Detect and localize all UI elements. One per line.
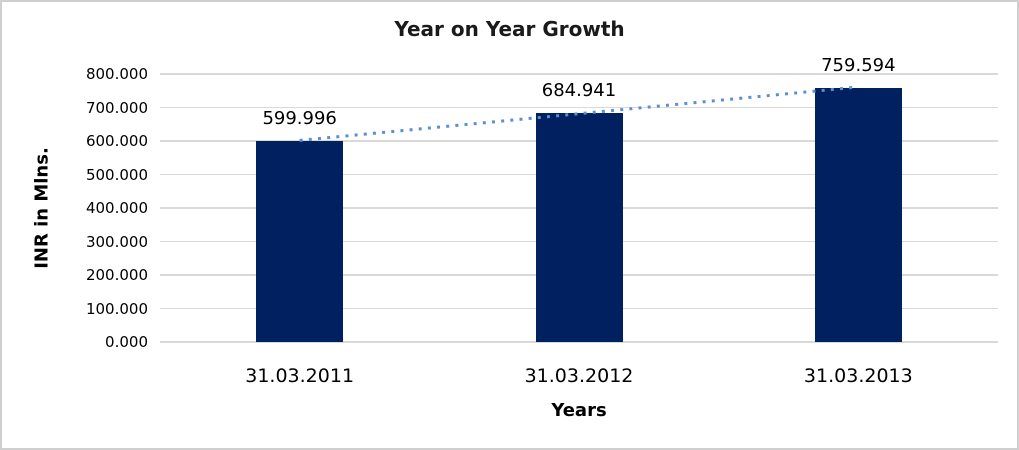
bar-value-label: 599.996 (262, 108, 337, 129)
bar-value-label: 684.941 (541, 79, 617, 101)
y-tick-label: 300.000 (85, 232, 148, 251)
gridline (160, 73, 998, 75)
y-tick-label: 600.000 (85, 132, 148, 150)
trendline (299, 85, 859, 142)
y-tick-label: 700.000 (85, 98, 148, 117)
bar (814, 87, 902, 342)
trendline-path (299, 85, 859, 142)
y-tick-label: 100.000 (85, 299, 148, 318)
x-tick-label: 31.03.2012 (524, 365, 634, 387)
x-axis-title: Years (551, 400, 607, 421)
gridline (160, 106, 998, 109)
y-tick-label: 500.000 (85, 165, 148, 184)
y-tick-label: 400.000 (85, 199, 148, 217)
y-tick-label: 0.000 (105, 333, 148, 351)
y-tick-label: 800.000 (85, 65, 148, 83)
x-tick-label: 31.03.2013 (803, 365, 913, 387)
bar-value-label: 759.594 (821, 54, 896, 76)
chart-title: Year on Year Growth (394, 17, 625, 41)
x-tick-label: 31.03.2011 (245, 365, 355, 387)
bar (535, 112, 623, 342)
y-tick-label: 200.000 (85, 266, 148, 284)
bar (256, 141, 344, 342)
plot-area: 599.996 684.941 759.594 (160, 56, 998, 343)
gridline (160, 341, 998, 343)
